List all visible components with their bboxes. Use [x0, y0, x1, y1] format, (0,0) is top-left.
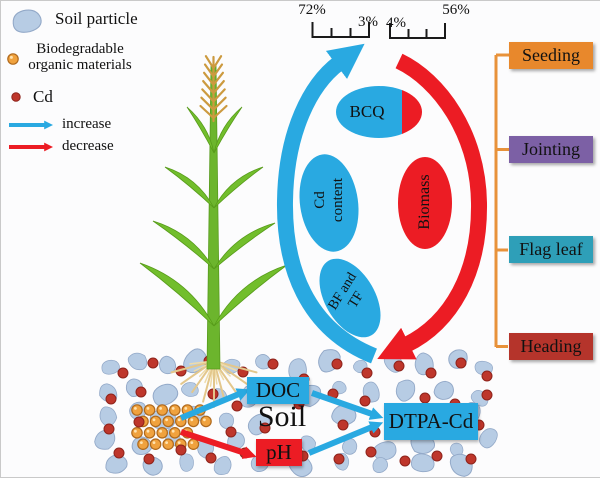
soil-arrows — [179, 388, 384, 459]
stage-box-heading: Heading — [509, 333, 593, 360]
arrow-organic-to-ph — [180, 429, 257, 459]
right-ruler — [389, 23, 446, 39]
wheat-ear — [199, 55, 228, 123]
legend-increase-label: increase — [62, 116, 112, 132]
scale-right-start: 4% — [386, 15, 406, 31]
cd-content-line1: Cd — [312, 191, 328, 209]
scale-left-end: 3% — [358, 14, 378, 30]
soil-particle-icon — [12, 9, 42, 33]
legend-soil-particle-label: Soil particle — [55, 9, 138, 28]
organic-material-icon-highlight — [9, 55, 13, 59]
biomass-label: Biomass — [416, 174, 433, 230]
increase-cycle-arrow — [276, 43, 378, 364]
legend-decrease-label: decrease — [62, 138, 114, 154]
bf-tf-ellipse — [319, 258, 381, 338]
legend-biodegradable-line1: Biodegradable — [36, 41, 124, 57]
legend-biodegradable-line2: organic materials — [28, 57, 132, 73]
ph-box: pH — [256, 439, 302, 466]
plant-leaves — [139, 106, 288, 327]
stage-box-seeding: Seeding — [509, 42, 593, 69]
soil-label: Soil — [257, 400, 307, 433]
legend-biodegradable-label: Biodegradable organic materials — [21, 41, 139, 73]
stage-box-jointing: Jointing — [509, 136, 593, 163]
scale-left-start: 72% — [298, 2, 326, 18]
legend-cd-label: Cd — [33, 87, 53, 106]
left-ruler — [311, 22, 370, 38]
stage-box-flag-leaf: Flag leaf — [509, 236, 593, 263]
arrow-doc-to-dtpa — [311, 390, 384, 420]
percentage-rulers — [311, 22, 446, 39]
legend-icons — [7, 9, 53, 152]
stage-bracket — [494, 53, 509, 348]
biomass-ellipse — [398, 157, 452, 249]
cd-content-line2: content — [330, 177, 346, 223]
bcq-red-part — [402, 86, 422, 138]
organic-material-icon — [7, 53, 19, 65]
cd-content-ellipse — [299, 154, 359, 252]
doc-box: DOC — [247, 377, 309, 404]
arrow-soil-to-dtpa — [307, 421, 384, 456]
bcq-ellipse — [336, 86, 422, 138]
dtpa-cd-box: DTPA-Cd — [384, 403, 478, 440]
bcq-label: BCQ — [349, 102, 385, 121]
cd-content-label: Cd content — [311, 150, 347, 250]
arrow-organic-to-doc — [179, 388, 251, 421]
decrease-cycle-arrow — [377, 53, 488, 360]
scale-right-end: 56% — [442, 2, 470, 18]
bcq-blue-part — [336, 86, 402, 138]
wheat-plant — [139, 55, 288, 370]
cd-icon — [11, 92, 21, 102]
